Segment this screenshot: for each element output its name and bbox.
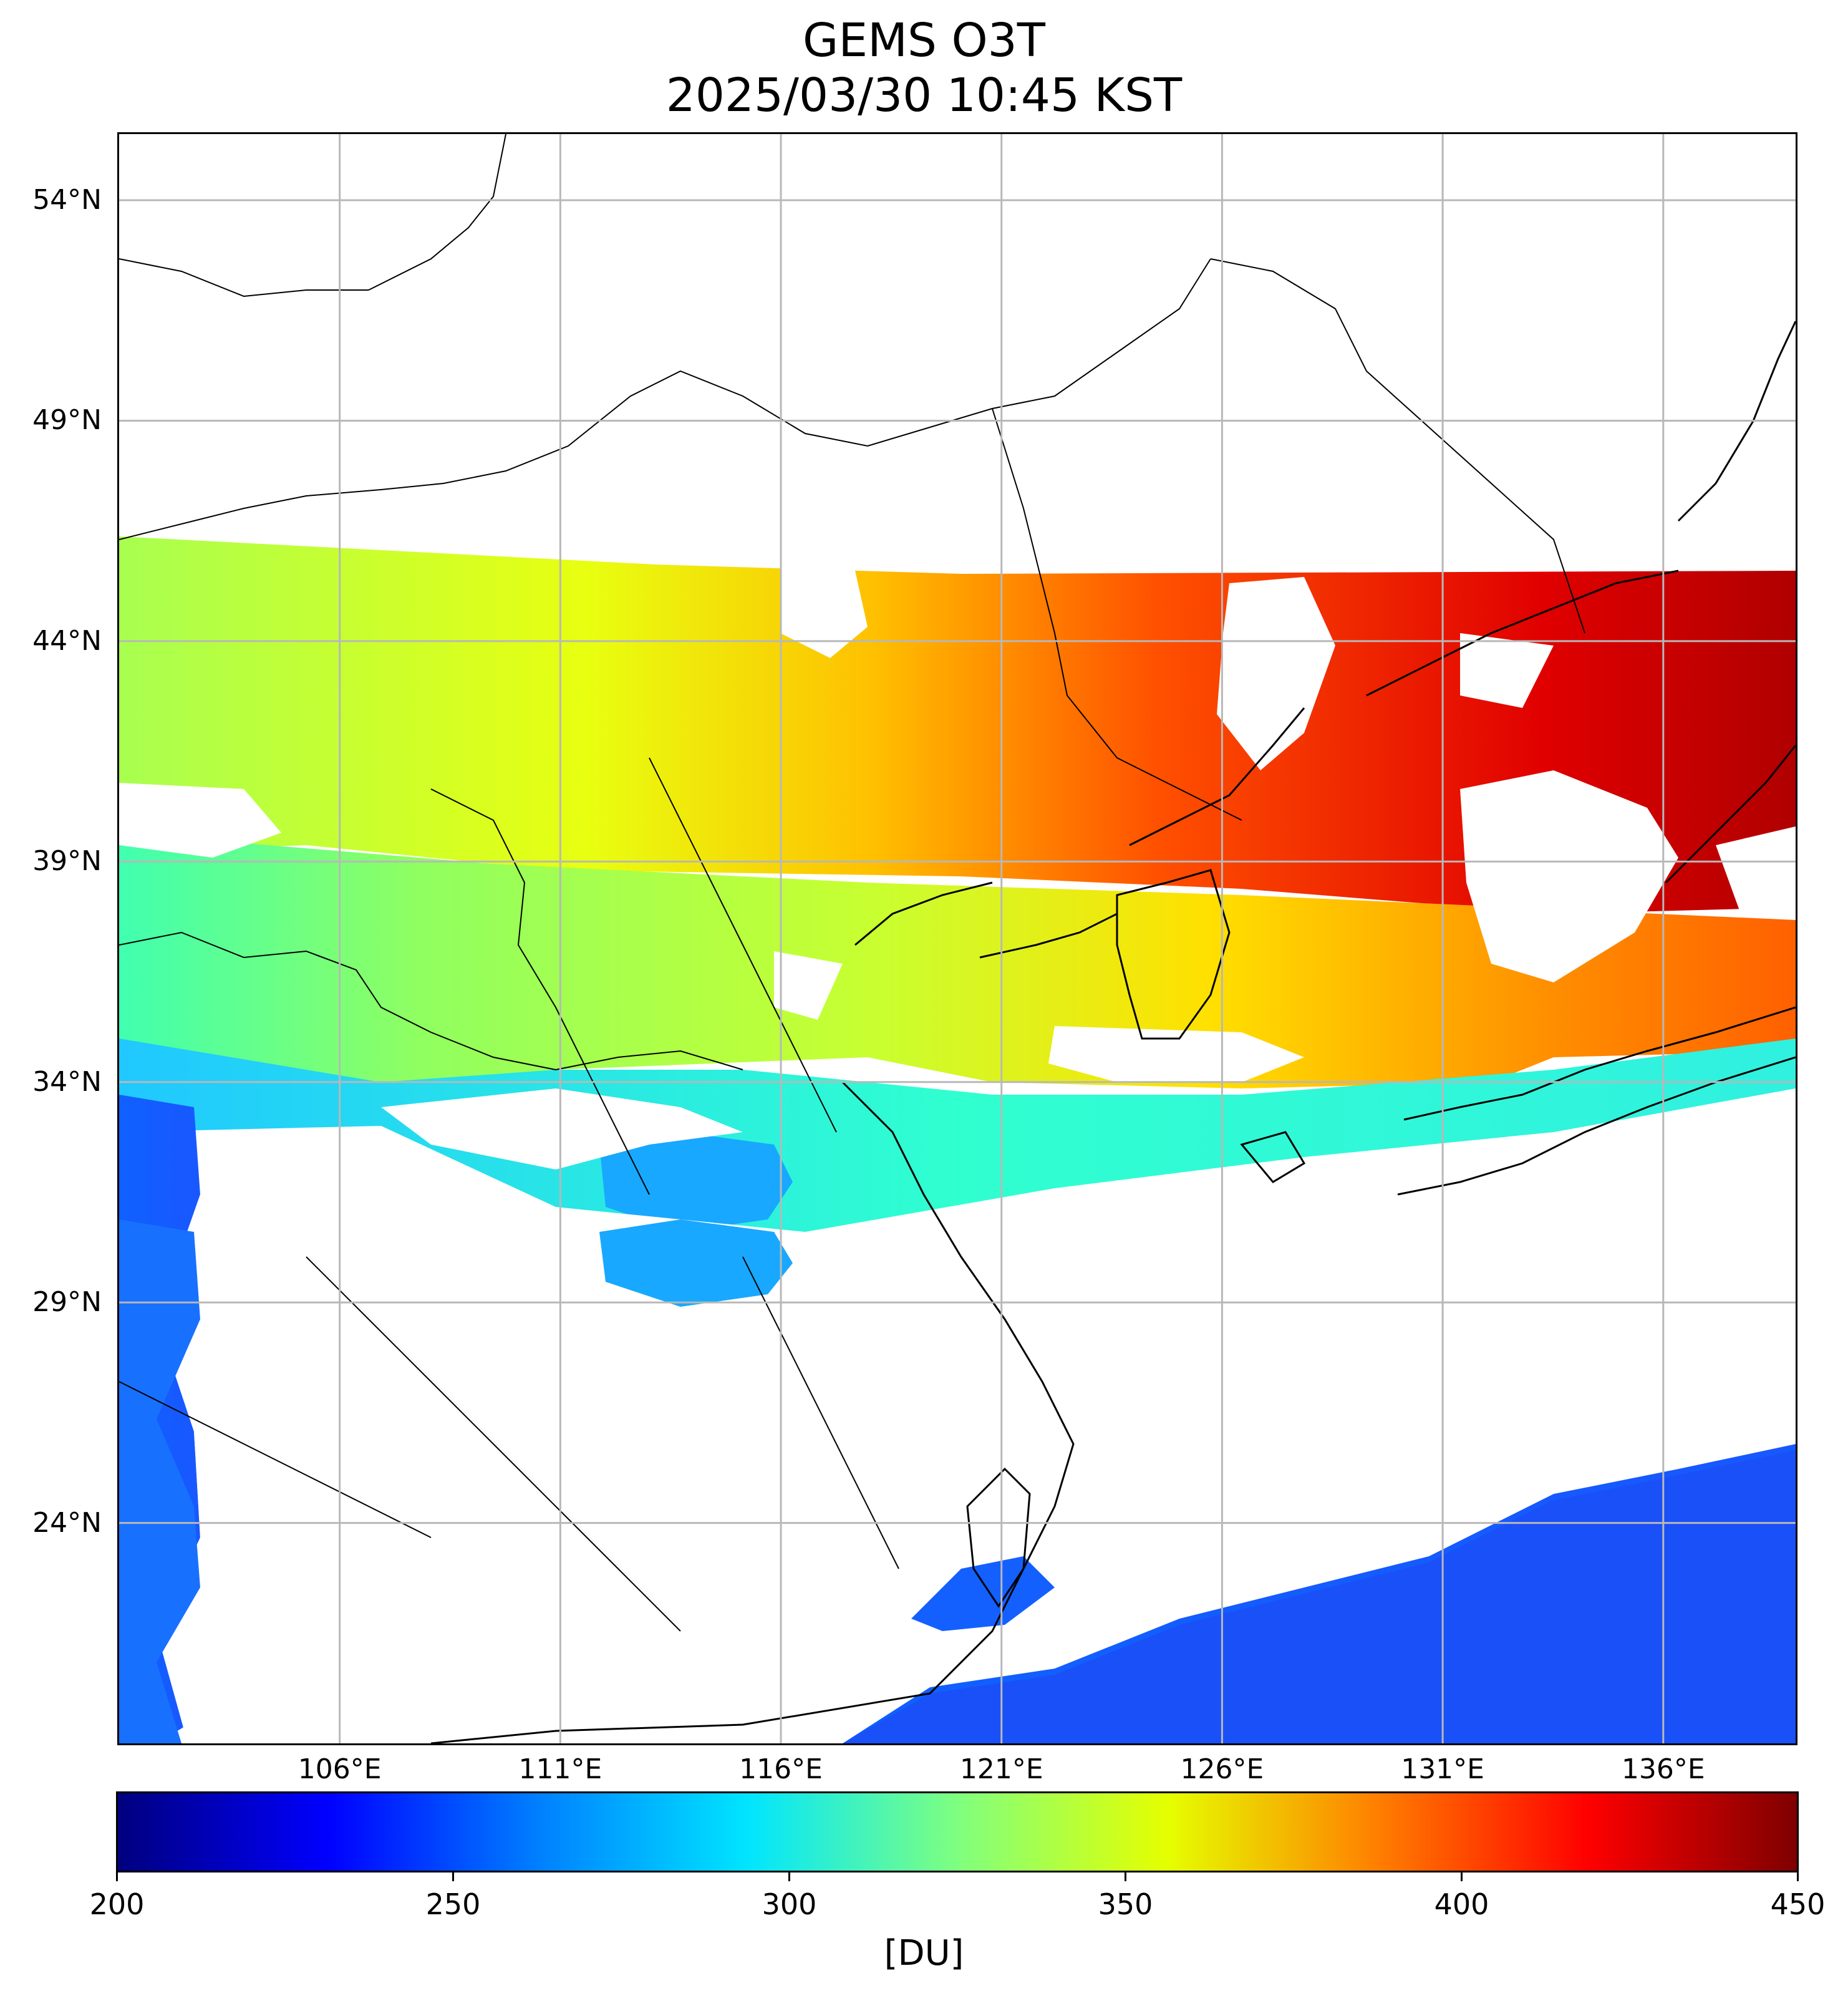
no-data-gap (1217, 577, 1335, 770)
no-data-gap (119, 783, 281, 858)
no-data-gap (774, 951, 843, 1020)
longitude-label: 116°E (739, 1753, 823, 1785)
colorbar-tick-mark (1797, 1872, 1799, 1881)
ozone-band-central (119, 833, 1796, 1095)
longitude-label: 126°E (1180, 1753, 1264, 1785)
colorbar-tick-label: 450 (1770, 1887, 1826, 1921)
ozone-patch-central-blue (599, 1219, 793, 1307)
no-data-gap (780, 564, 868, 658)
ozone-patch-central-blue (599, 1132, 793, 1232)
graticule (119, 134, 1796, 1743)
map-title: GEMS O3T (803, 14, 1045, 67)
colorbar-tick-mark (452, 1872, 454, 1881)
latitude-label: 49°N (32, 404, 102, 437)
colorbar-tick-mark (1125, 1872, 1126, 1881)
latitude-label: 24°N (32, 1506, 102, 1539)
no-data-gap (381, 1088, 743, 1170)
ozone-map (117, 132, 1797, 1745)
longitude-label: 136°E (1621, 1753, 1705, 1785)
longitude-label: 111°E (518, 1753, 602, 1785)
colorbar-tick-label: 350 (1098, 1887, 1153, 1921)
colorbar-tick-label: 400 (1434, 1887, 1489, 1921)
colorbar (116, 1791, 1799, 1872)
no-data-gap (1460, 770, 1678, 982)
latitude-label: 29°N (32, 1286, 102, 1319)
colorbar-tick-mark (1461, 1872, 1463, 1881)
latitude-label: 34°N (32, 1065, 102, 1098)
colorbar-units: [DU] (884, 1933, 964, 1974)
longitude-label: 121°E (959, 1753, 1043, 1785)
map-subtitle: 2025/03/30 10:45 KST (665, 69, 1183, 122)
latitude-label: 44°N (32, 624, 102, 657)
ozone-band-north (119, 536, 1796, 914)
colorbar-tick-mark (116, 1872, 118, 1881)
colorbar-tick-mark (788, 1872, 790, 1881)
latitude-label: 39°N (32, 845, 102, 878)
no-data-gap (1716, 826, 1796, 920)
no-data-gap (1460, 633, 1554, 708)
ozone-patch-west-blue (119, 1219, 200, 1743)
colorbar-tick-label: 300 (762, 1887, 817, 1921)
no-data-gap (157, 1107, 1796, 1743)
no-data-gap (1048, 1026, 1304, 1082)
longitude-label: 131°E (1401, 1753, 1484, 1785)
ozone-map-canvas (119, 134, 1796, 1743)
border-lines (119, 134, 1585, 1632)
latitude-label: 54°N (32, 184, 102, 216)
colorbar-tick-label: 200 (89, 1887, 145, 1921)
ozone-band-cyan (119, 1039, 1796, 1238)
colorbar-tick-label: 250 (425, 1887, 481, 1921)
longitude-label: 106°E (298, 1753, 382, 1785)
